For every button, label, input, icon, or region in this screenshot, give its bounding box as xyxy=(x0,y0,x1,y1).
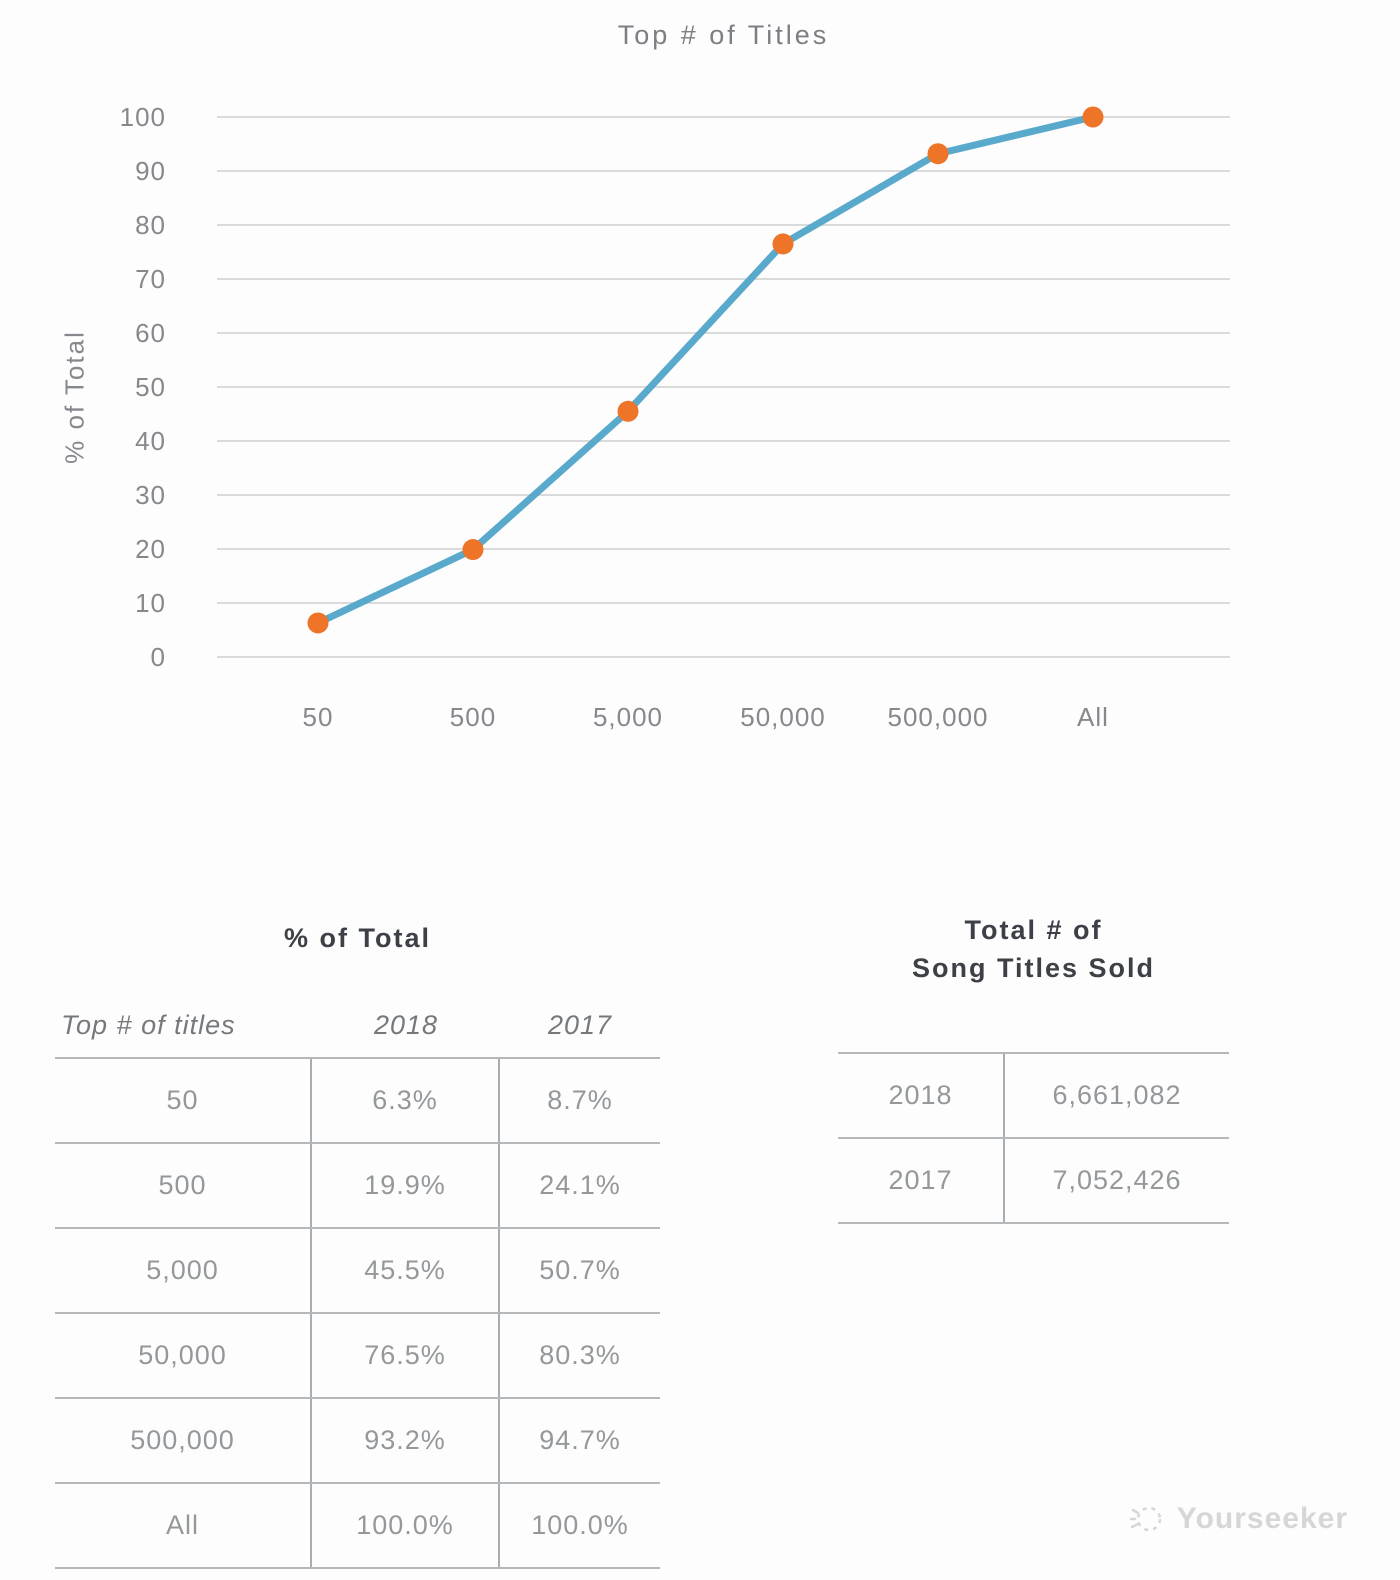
cell-2017: 50.7% xyxy=(539,1254,621,1285)
pct-total-table-header: Top # of titles 2018 2017 xyxy=(55,1010,660,1057)
chart-section: Top # of Titles % of Total 0 10 20 30 40 50 60… xyxy=(60,20,1230,732)
y-tick-label: 20 xyxy=(135,534,166,564)
y-tick-label: 80 xyxy=(135,210,166,240)
cell-2017: 94.7% xyxy=(539,1424,621,1455)
watermark-label: Yourseeker xyxy=(1176,1502,1348,1535)
column-header: Top # of titles xyxy=(61,1009,236,1040)
cell-total: 6,661,082 xyxy=(1052,1079,1182,1110)
cell-2017: 80.3% xyxy=(539,1339,621,1370)
pct-total-table: % of Total Top # of titles 2018 2017 50 … xyxy=(55,920,660,1569)
y-tick-label: 40 xyxy=(135,426,166,456)
line-series-svg xyxy=(307,106,1104,634)
data-point-marker xyxy=(772,233,794,255)
x-tick-label: All xyxy=(1077,702,1109,732)
gridline xyxy=(217,494,1230,496)
pct-total-table-title: % of Total xyxy=(284,923,431,953)
y-tick-label: 50 xyxy=(135,372,166,402)
gridline xyxy=(217,440,1230,442)
table-row: 2017 7,052,426 xyxy=(838,1138,1229,1224)
gridline xyxy=(217,602,1230,604)
songs-sold-table-title: Total # of Song Titles Sold xyxy=(838,912,1229,988)
yourseeker-logo-icon xyxy=(1129,1500,1167,1538)
cell-total: 7,052,426 xyxy=(1052,1164,1182,1195)
table-row: 2018 6,661,082 xyxy=(838,1053,1229,1139)
y-tick-label: 70 xyxy=(135,264,166,294)
gridline xyxy=(217,278,1230,280)
data-point-marker xyxy=(927,143,949,165)
cell-year: 2018 xyxy=(838,1053,1005,1137)
cell-2017: 8.7% xyxy=(547,1084,613,1115)
data-point-marker xyxy=(617,400,639,422)
y-tick-label: 0 xyxy=(150,642,166,672)
chart-title: Top # of Titles xyxy=(617,20,830,50)
gridline xyxy=(217,332,1230,334)
cell-2018: 100.0% xyxy=(312,1483,500,1567)
cell-2018: 93.2% xyxy=(312,1398,500,1482)
cell-2017: 24.1% xyxy=(539,1169,621,1200)
cell-year: 2017 xyxy=(838,1138,1005,1222)
data-point-marker xyxy=(462,539,484,561)
cell-label: 500,000 xyxy=(55,1398,312,1482)
y-tick-label: 90 xyxy=(135,156,166,186)
table-row: All 100.0% 100.0% xyxy=(55,1483,660,1569)
x-tick-label: 50 xyxy=(302,702,334,732)
gridline xyxy=(217,170,1230,172)
x-tick-label: 500,000 xyxy=(887,702,989,732)
column-header: 2017 xyxy=(547,1009,613,1040)
cell-2018: 6.3% xyxy=(312,1058,500,1142)
cell-2018: 45.5% xyxy=(312,1228,500,1312)
gridline xyxy=(217,224,1230,226)
pct-total-table-body: 50 6.3% 8.7% 500 19.9% 24.1% 5,000 45.5%… xyxy=(55,1056,660,1569)
gridline xyxy=(217,656,1230,658)
table-row: 5,000 45.5% 50.7% xyxy=(55,1228,660,1314)
songs-sold-table-body: 2018 6,661,082 2017 7,052,426 xyxy=(838,1051,1229,1224)
songs-sold-title-line2: Song Titles Sold xyxy=(911,952,1156,983)
table-row: 500,000 93.2% 94.7% xyxy=(55,1398,660,1484)
gridline xyxy=(217,548,1230,550)
y-tick-label: 60 xyxy=(135,318,166,348)
y-tick-label: 100 xyxy=(119,102,166,132)
y-tick-label: 10 xyxy=(135,588,166,618)
songs-sold-title-line1: Total # of xyxy=(964,915,1103,945)
gridline xyxy=(217,386,1230,388)
table-row: 50 6.3% 8.7% xyxy=(55,1058,660,1144)
watermark: Yourseeker xyxy=(1129,1500,1348,1538)
cell-2018: 76.5% xyxy=(312,1313,500,1397)
cell-label: 500 xyxy=(55,1143,312,1227)
x-tick-label: 50,000 xyxy=(740,702,826,732)
data-point-marker xyxy=(1082,106,1104,128)
data-point-marker xyxy=(307,612,329,634)
gridline xyxy=(217,116,1230,118)
cell-label: 50,000 xyxy=(55,1313,312,1397)
cell-2017: 100.0% xyxy=(531,1509,629,1540)
series-line xyxy=(314,113,1097,627)
songs-sold-table: Total # of Song Titles Sold 2018 6,661,0… xyxy=(838,912,1229,1224)
cell-label: 50 xyxy=(55,1058,312,1142)
cell-label: All xyxy=(55,1483,312,1567)
x-tick-label: 500 xyxy=(449,702,497,732)
x-tick-label: 5,000 xyxy=(592,702,664,732)
cell-label: 5,000 xyxy=(55,1228,312,1312)
cell-2018: 19.9% xyxy=(312,1143,500,1227)
table-row: 50,000 76.5% 80.3% xyxy=(55,1313,660,1399)
table-row: 500 19.9% 24.1% xyxy=(55,1143,660,1229)
y-tick-label: 30 xyxy=(135,480,166,510)
column-header: 2018 xyxy=(373,1009,439,1040)
